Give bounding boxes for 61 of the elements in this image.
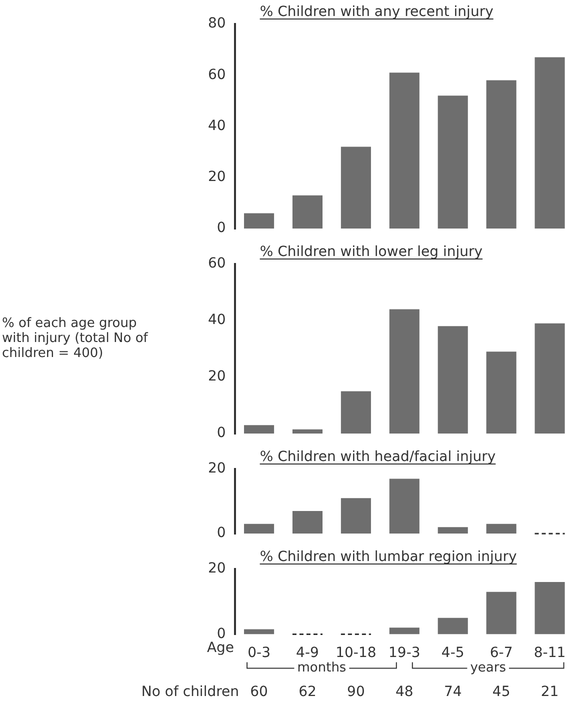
y-tick-label: 60 — [208, 256, 226, 272]
x-axis-title: Age — [206, 640, 234, 656]
x-tick-label: 19-3 — [388, 645, 420, 662]
chart-title: % Children with lower leg injury — [260, 244, 483, 260]
text: months — [297, 660, 346, 676]
bar — [486, 80, 516, 229]
bar — [244, 425, 274, 434]
bar — [438, 96, 468, 229]
y-tick-label: 80 — [208, 16, 226, 32]
x-tick-label: 10-18 — [336, 645, 376, 662]
bar — [292, 195, 323, 229]
y-tick-label: 20 — [208, 460, 226, 477]
text: 21 — [540, 684, 559, 700]
bar — [486, 352, 516, 434]
bar — [340, 146, 371, 229]
chart-title: % Children with lumbar region injury — [260, 549, 517, 565]
y-axis-title: % of each age group with injury (total No of children = 400) — [2, 316, 148, 362]
bar — [389, 478, 420, 534]
bar — [534, 582, 565, 634]
bar — [244, 524, 274, 534]
text: 48 — [395, 684, 414, 700]
text: years — [470, 660, 506, 676]
bar — [438, 326, 468, 434]
y-tick-label: 60 — [208, 66, 226, 83]
bar — [340, 498, 371, 534]
bar — [244, 213, 274, 229]
text: 45 — [492, 684, 510, 700]
bar — [534, 57, 565, 229]
text: 74 — [444, 684, 462, 700]
bar — [389, 309, 420, 434]
x-tick-label: 4-5 — [441, 645, 464, 662]
y-tick-label: 0 — [216, 220, 226, 236]
chart-title: % Children with any recent injury — [260, 4, 494, 20]
y-tick-label: 40 — [208, 312, 226, 328]
y-tick-label: 20 — [208, 560, 226, 577]
bar — [292, 429, 323, 434]
x-tick-label: 6-7 — [490, 645, 513, 662]
text: No of children — [141, 684, 240, 700]
x-tick-label: 4-9 — [296, 645, 319, 662]
bar — [438, 527, 468, 534]
y-tick-label: 20 — [208, 169, 226, 186]
bar — [292, 510, 323, 534]
y-tick-label: 40 — [208, 118, 226, 134]
text: 60 — [250, 684, 268, 700]
bar — [486, 592, 516, 634]
bar — [534, 323, 565, 434]
bar — [438, 618, 468, 634]
y-tick-label: 0 — [216, 626, 226, 642]
text: 90 — [347, 684, 365, 700]
y-tick-label: 20 — [208, 368, 226, 385]
text: 62 — [298, 684, 316, 700]
bar — [389, 628, 420, 634]
x-tick-label: 8-11 — [534, 645, 566, 662]
bar — [244, 629, 274, 634]
bar — [486, 524, 516, 534]
bar — [389, 72, 420, 229]
x-tick-label: 0-3 — [248, 645, 270, 662]
bar — [340, 391, 371, 434]
chart-title: % Children with head/facial injury — [260, 449, 496, 465]
y-tick-label: 0 — [216, 525, 226, 542]
y-tick-label: 0 — [216, 425, 226, 442]
